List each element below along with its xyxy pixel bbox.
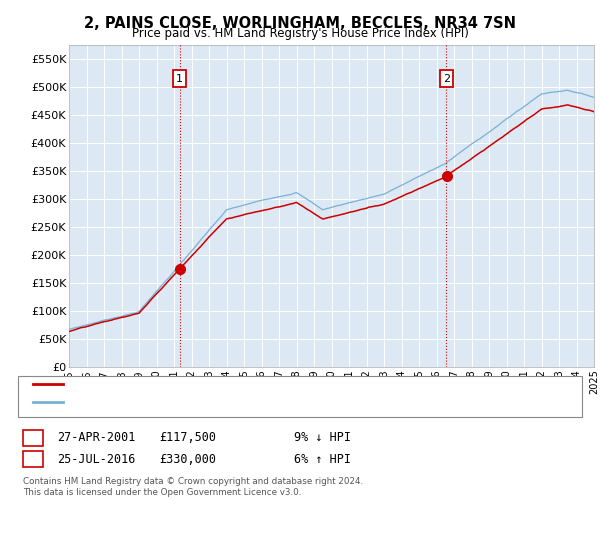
Text: 2: 2: [443, 73, 450, 83]
Text: 9% ↓ HPI: 9% ↓ HPI: [294, 431, 351, 445]
Text: £117,500: £117,500: [159, 431, 216, 445]
Text: HPI: Average price, detached house, East Suffolk: HPI: Average price, detached house, East…: [70, 398, 325, 407]
Text: 2, PAINS CLOSE, WORLINGHAM, BECCLES, NR34 7SN: 2, PAINS CLOSE, WORLINGHAM, BECCLES, NR3…: [84, 16, 516, 31]
Text: 25-JUL-2016: 25-JUL-2016: [57, 452, 136, 466]
Text: 1: 1: [176, 73, 183, 83]
Text: £330,000: £330,000: [159, 452, 216, 466]
Text: 27-APR-2001: 27-APR-2001: [57, 431, 136, 445]
Text: Contains HM Land Registry data © Crown copyright and database right 2024.: Contains HM Land Registry data © Crown c…: [23, 477, 363, 486]
Text: Price paid vs. HM Land Registry's House Price Index (HPI): Price paid vs. HM Land Registry's House …: [131, 27, 469, 40]
Text: 2, PAINS CLOSE, WORLINGHAM, BECCLES, NR34 7SN (detached house): 2, PAINS CLOSE, WORLINGHAM, BECCLES, NR3…: [70, 380, 439, 389]
Text: 6% ↑ HPI: 6% ↑ HPI: [294, 452, 351, 466]
Text: This data is licensed under the Open Government Licence v3.0.: This data is licensed under the Open Gov…: [23, 488, 301, 497]
Text: 2: 2: [29, 452, 37, 466]
Text: 1: 1: [29, 431, 37, 445]
